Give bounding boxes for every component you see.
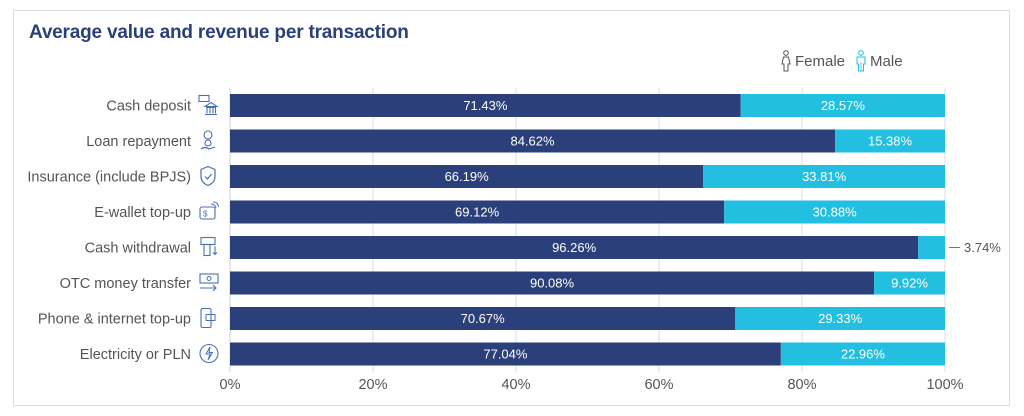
bar-male	[874, 271, 945, 295]
bar-label-female: 84.62%	[510, 134, 555, 149]
bar-label-male: 3.74%	[964, 240, 1001, 255]
bar-male	[703, 165, 945, 188]
bar-label-male: 15.38%	[868, 134, 913, 149]
cash-withdrawal-atm-icon	[200, 236, 218, 257]
category-label: Cash withdrawal	[85, 241, 191, 257]
male-icon	[856, 50, 866, 72]
x-tick-label: 40%	[501, 377, 530, 393]
bar-label-male: 22.96%	[841, 347, 886, 362]
category-label: Phone & internet top-up	[38, 312, 191, 328]
x-tick-label: 0%	[220, 377, 241, 393]
bar-female	[230, 236, 919, 259]
bar-label-male: 29.33%	[818, 311, 863, 326]
bar-female	[230, 129, 836, 153]
bar-female	[230, 307, 736, 330]
legend-item-male: Male	[855, 50, 903, 72]
electricity-bolt-icon	[199, 343, 219, 364]
bar-label-female: 96.26%	[552, 240, 597, 255]
category-label: Electricity or PLN	[80, 347, 191, 363]
x-tick-label: 20%	[358, 377, 387, 393]
chart-title: Average value and revenue per transactio…	[29, 22, 409, 43]
svg-text:$: $	[203, 210, 208, 219]
x-tick-label: 100%	[926, 377, 963, 393]
bar-male	[735, 307, 945, 330]
legend-item-female: Female	[780, 50, 845, 72]
category-label: Insurance (include BPJS)	[27, 170, 191, 186]
bar-label-male: 33.81%	[802, 169, 847, 184]
category-label: Loan repayment	[86, 134, 191, 150]
bar-label-female: 66.19%	[445, 169, 490, 184]
category-label: Cash deposit	[106, 99, 191, 115]
bar-label-female: 69.12%	[455, 205, 500, 220]
phone-topup-icon	[200, 307, 216, 329]
bar-female	[230, 94, 741, 117]
bar-male	[724, 200, 945, 224]
bar-female	[230, 342, 781, 366]
bar-male	[780, 342, 945, 366]
bar-female	[230, 165, 704, 188]
bar-male	[740, 94, 945, 117]
bar-label-female: 71.43%	[463, 98, 508, 113]
bar-male	[835, 129, 945, 153]
bar-female	[230, 200, 725, 224]
bar-label-female: 70.67%	[461, 311, 506, 326]
bar-label-female: 90.08%	[530, 276, 575, 291]
bar-label-female: 77.04%	[483, 347, 528, 362]
category-label: E-wallet top-up	[94, 205, 191, 221]
x-tick-label: 60%	[644, 377, 673, 393]
x-tick-label: 80%	[787, 377, 816, 393]
e-wallet-icon: $	[199, 201, 219, 220]
bar-label-male: 9.92%	[891, 276, 928, 291]
insurance-shield-icon	[200, 165, 216, 187]
legend: Female Male	[780, 50, 913, 72]
female-icon	[781, 50, 791, 72]
loan-repayment-hand-coin-icon	[200, 130, 216, 150]
legend-label-male: Male	[870, 52, 903, 70]
cash-deposit-bank-icon	[198, 94, 219, 116]
bar-female	[230, 271, 875, 295]
bar-male	[918, 236, 945, 259]
category-label: OTC money transfer	[60, 276, 192, 292]
money-transfer-banknote-icon	[199, 273, 219, 292]
bar-label-male: 30.88%	[813, 205, 858, 220]
legend-label-female: Female	[795, 52, 846, 70]
bar-label-male: 28.57%	[821, 98, 866, 113]
